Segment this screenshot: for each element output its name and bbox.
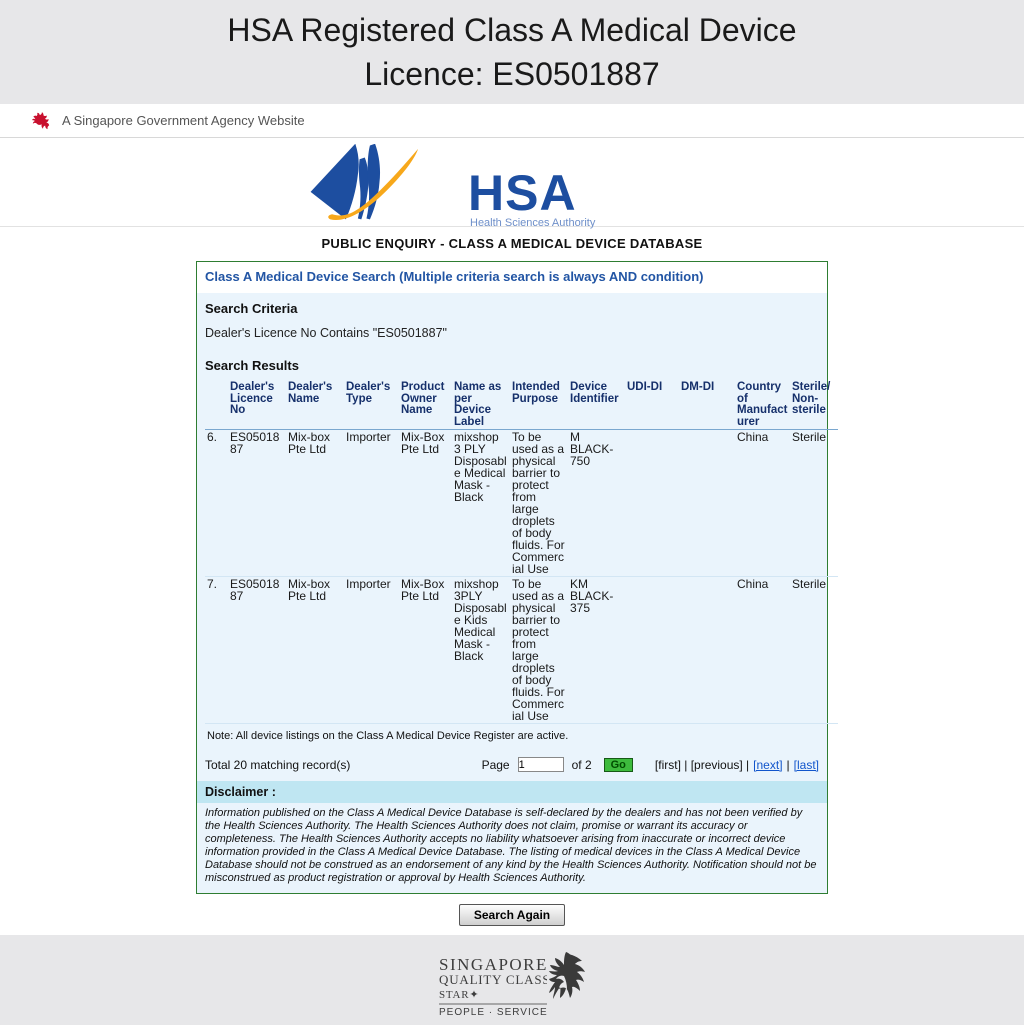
svg-text:HSA: HSA <box>468 165 577 221</box>
svg-text:STAR✦: STAR✦ <box>439 989 479 1001</box>
svg-text:QUALITY CLASS: QUALITY CLASS <box>439 972 547 987</box>
svg-text:PEOPLE · SERVICE: PEOPLE · SERVICE <box>439 1007 547 1018</box>
svg-text:Health Sciences Authority: Health Sciences Authority <box>470 217 596 229</box>
